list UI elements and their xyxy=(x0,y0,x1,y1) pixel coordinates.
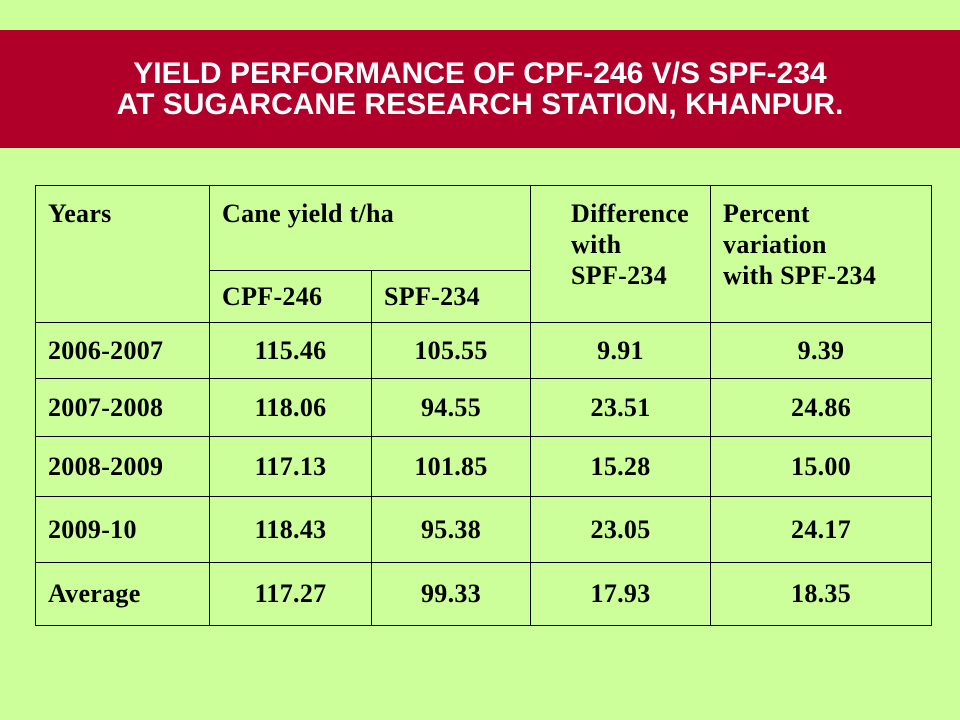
text-line: with xyxy=(571,230,622,259)
text-line: Difference xyxy=(571,199,690,228)
data-cell: 95.38 xyxy=(370,496,532,563)
data-row: 2006-2007 115.46 105.55 9.91 9.39 xyxy=(35,322,933,379)
data-cell: 23.05 xyxy=(530,496,712,563)
data-cell: 24.17 xyxy=(710,496,933,563)
data-cell: 15.00 xyxy=(710,436,933,497)
text-line: Years xyxy=(48,199,112,228)
data-cell: 117.27 xyxy=(209,562,372,626)
data-cell: 9.39 xyxy=(710,322,933,379)
text-line: with SPF-234 xyxy=(723,261,877,290)
data-cell: 24.86 xyxy=(710,378,933,437)
header-cell: Difference with SPF-234 xyxy=(530,185,712,323)
row-label: Average xyxy=(35,562,210,626)
text-line: AT SUGARCANE RESEARCH STATION, KHANPUR. xyxy=(116,88,844,121)
data-cell: 18.35 xyxy=(710,562,933,626)
data-row: 2007-2008 118.06 94.55 23.51 24.86 xyxy=(35,378,933,437)
data-cell: 115.46 xyxy=(209,322,372,379)
text-line: Cane yield t/ha xyxy=(222,199,395,228)
data-cell: 105.55 xyxy=(370,322,532,379)
data-cell: 101.85 xyxy=(370,436,532,497)
row-label: 2007-2008 xyxy=(35,378,210,437)
data-row: Average 117.27 99.33 17.93 18.35 xyxy=(35,562,933,626)
data-cell: 99.33 xyxy=(370,562,532,626)
data-row: 2008-2009 117.13 101.85 15.28 15.00 xyxy=(35,436,933,497)
yield-table: Years Cane yield t/ha Difference with SPF-23… xyxy=(35,185,933,626)
data-cell: 117.13 xyxy=(209,436,372,497)
data-cell: 118.06 xyxy=(209,378,372,437)
header-cell: Cane yield t/ha xyxy=(208,185,532,271)
text-line: variation xyxy=(723,230,827,259)
data-cell: 23.51 xyxy=(530,378,712,437)
subheader-cell: SPF-234 xyxy=(370,270,532,323)
text-line: YIELD PERFORMANCE OF CPF-246 V/S SPF-234 xyxy=(133,57,827,90)
subheader-row: CPF-246 SPF-234 xyxy=(36,270,932,323)
text-line: SPF-234 xyxy=(571,261,667,290)
data-cell: 17.93 xyxy=(530,562,712,626)
data-cell: 118.43 xyxy=(209,496,372,563)
data-row: 2009-10 118.43 95.38 23.05 24.17 xyxy=(35,496,933,563)
row-label: 2006-2007 xyxy=(35,322,210,379)
row-label: 2009-10 xyxy=(35,496,210,563)
subheader-cell: CPF-246 xyxy=(209,270,372,323)
title-banner: YIELD PERFORMANCE OF CPF-246 V/S SPF-234… xyxy=(0,30,960,148)
data-cell: 94.55 xyxy=(370,378,532,437)
header-row: Years Cane yield t/ha Difference with SPF-23… xyxy=(35,185,933,323)
row-label: 2008-2009 xyxy=(35,436,210,497)
text-line: Percent xyxy=(723,199,810,228)
header-cell: Years xyxy=(35,185,210,323)
data-cell: 9.91 xyxy=(530,322,712,379)
data-cell: 15.28 xyxy=(530,436,712,497)
header-cell: Percent variation with SPF-234 xyxy=(710,185,933,323)
